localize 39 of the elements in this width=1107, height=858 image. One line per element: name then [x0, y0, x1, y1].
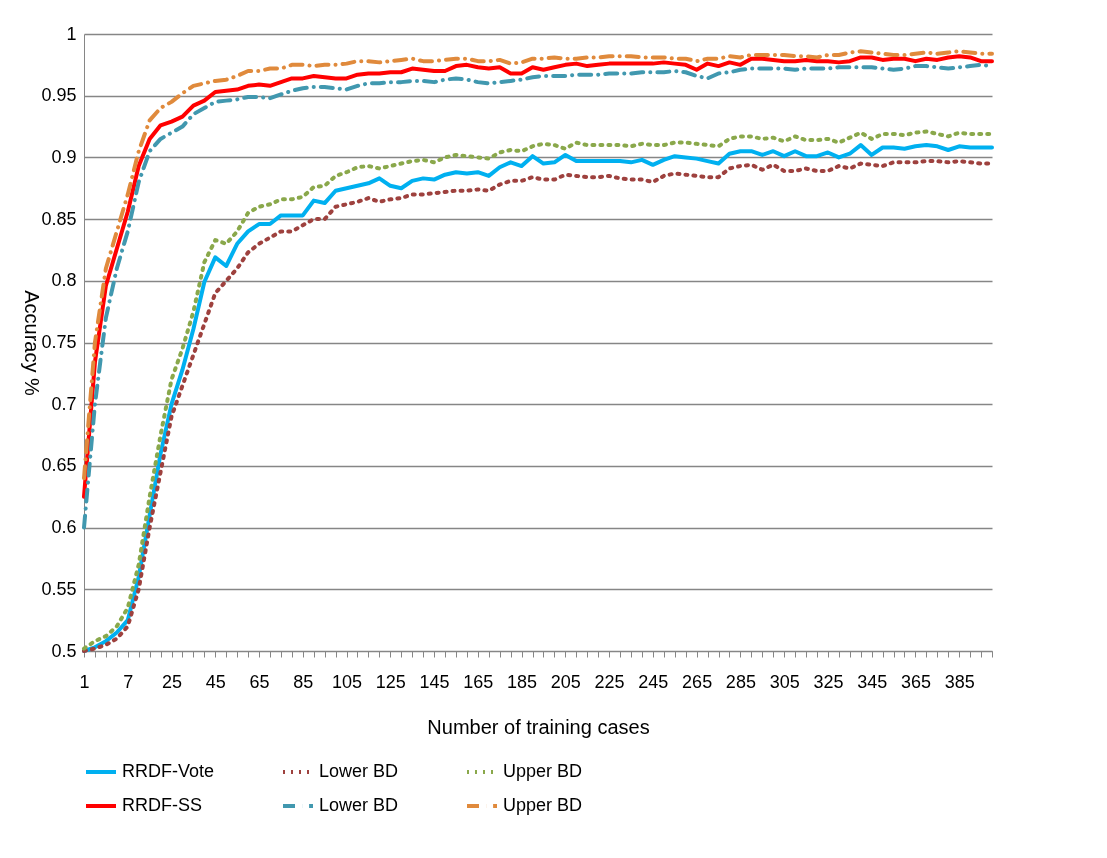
x-tick-label: 385	[944, 671, 975, 692]
y-tick-label: 0.6	[51, 517, 77, 538]
x-tick-label: 225	[594, 671, 625, 692]
x-tick-label: 365	[900, 671, 931, 692]
x-tick-label: 25	[162, 671, 183, 692]
y-tick-label: 0.95	[41, 85, 77, 106]
legend-label: RRDF-SS	[122, 795, 202, 815]
y-tick-label: 0.8	[51, 270, 77, 291]
x-tick-label: 185	[507, 671, 538, 692]
x-tick-label: 345	[857, 671, 888, 692]
x-axis-title: Number of training cases	[427, 715, 650, 738]
legend-label: Lower BD	[319, 761, 399, 781]
x-tick-label: 65	[249, 671, 270, 692]
legend-label: RRDF-Vote	[122, 761, 215, 781]
x-tick-label: 265	[682, 671, 713, 692]
y-tick-label: 0.5	[51, 640, 77, 661]
y-tick-label: 1	[66, 23, 77, 44]
x-tick-label: 305	[769, 671, 800, 692]
x-tick-label: 125	[375, 671, 406, 692]
x-tick-label: 1	[79, 671, 90, 692]
y-tick-label: 0.55	[41, 578, 77, 599]
x-tick-label: 205	[550, 671, 581, 692]
legend-label: Upper BD	[503, 761, 583, 781]
x-tick-label: 285	[725, 671, 756, 692]
x-tick-label: 145	[419, 671, 450, 692]
y-tick-label: 0.9	[51, 146, 77, 167]
x-tick-label: 245	[638, 671, 669, 692]
x-tick-label: 105	[332, 671, 363, 692]
x-tick-label: 7	[123, 671, 134, 692]
y-tick-label: 0.85	[41, 208, 77, 229]
x-tick-label: 165	[463, 671, 494, 692]
y-tick-label: 0.7	[51, 393, 77, 414]
legend-label: Lower BD	[319, 795, 399, 815]
y-tick-label: 0.65	[41, 455, 77, 476]
legend-label: Upper BD	[503, 795, 583, 815]
y-tick-label: 0.75	[41, 332, 77, 352]
x-tick-label: 45	[205, 671, 226, 692]
x-tick-label: 325	[813, 671, 844, 692]
x-tick-label: 85	[293, 671, 314, 692]
